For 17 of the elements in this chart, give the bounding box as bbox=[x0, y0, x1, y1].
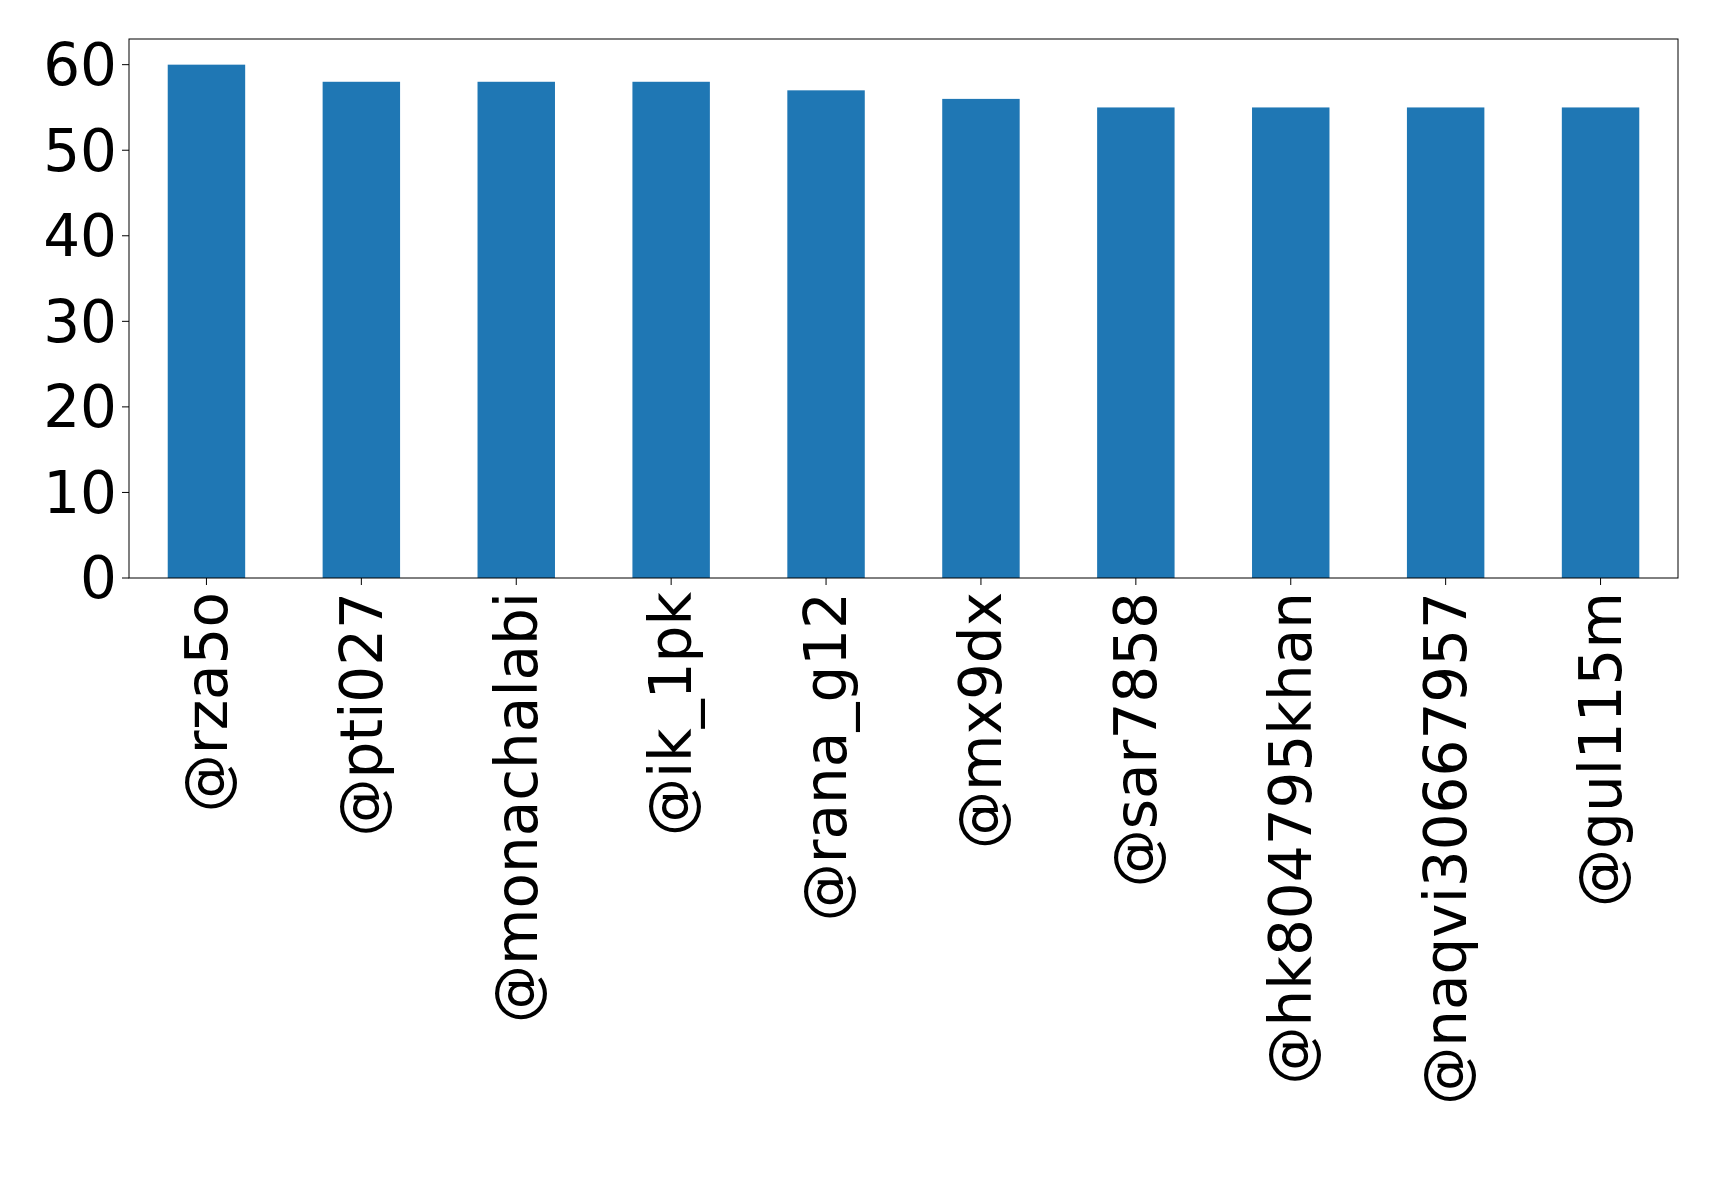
y-tick-label: 30 bbox=[43, 287, 117, 356]
x-tick-label: @rza5o bbox=[172, 592, 241, 813]
x-tick-label: @ik_1pk bbox=[637, 591, 706, 837]
y-tick-label: 60 bbox=[43, 30, 117, 99]
y-tick-label: 40 bbox=[43, 202, 117, 271]
x-tick-label: @rana_g12 bbox=[792, 592, 861, 922]
x-tick-label: @hk804795khan bbox=[1257, 592, 1326, 1085]
x-tick-label: @sar7858 bbox=[1102, 592, 1171, 888]
x-tick-label: @mx9dx bbox=[947, 592, 1016, 849]
y-tick-label: 50 bbox=[43, 116, 117, 185]
x-tick-label: @pti027 bbox=[327, 592, 396, 837]
y-tick-label: 10 bbox=[43, 458, 117, 527]
y-tick-label: 20 bbox=[43, 373, 117, 442]
x-tick-label: @naqvi30667957 bbox=[1411, 592, 1480, 1105]
y-tick-label: 0 bbox=[80, 544, 117, 613]
x-tick-label: @gul115m bbox=[1566, 592, 1635, 907]
x-tick-label: @monachalabi bbox=[482, 592, 551, 1024]
